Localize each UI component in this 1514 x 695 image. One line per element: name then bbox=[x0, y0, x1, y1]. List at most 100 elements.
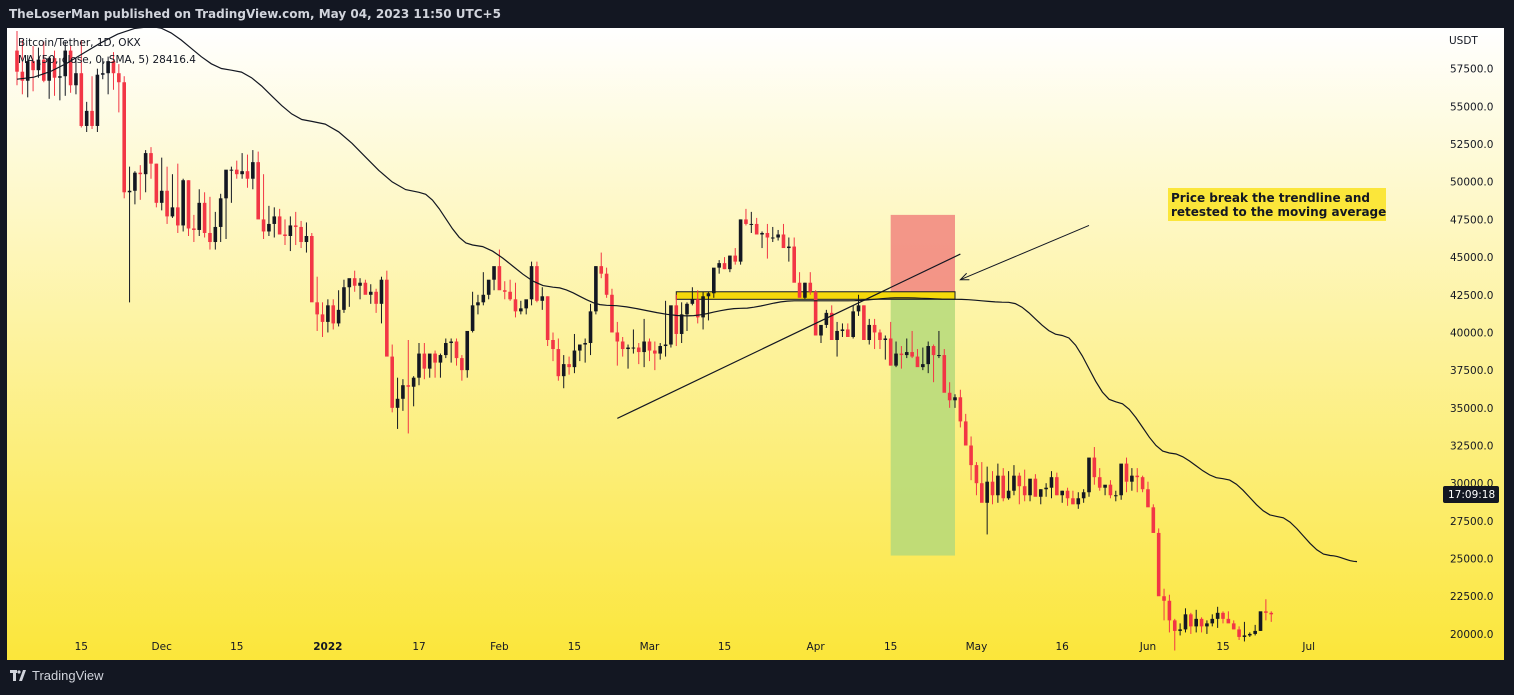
candle bbox=[1124, 457, 1129, 493]
price-chart[interactable]: 20000.022500.025000.027500.030000.032500… bbox=[7, 25, 1504, 660]
candle bbox=[15, 31, 19, 86]
candle-body bbox=[545, 296, 550, 340]
candle-body bbox=[58, 76, 62, 78]
candle-body bbox=[1189, 614, 1193, 627]
candle-body bbox=[320, 314, 325, 322]
candle-body bbox=[1065, 490, 1070, 499]
candle-body bbox=[492, 266, 496, 280]
candle bbox=[1226, 611, 1231, 624]
candle-body bbox=[433, 353, 437, 363]
annotation-box[interactable]: Price break the trendline and retested t… bbox=[1168, 188, 1386, 221]
annotation-line1: Price break the trendline and bbox=[1171, 191, 1370, 205]
candle bbox=[1028, 478, 1032, 502]
y-tick-label: 57500.0 bbox=[1450, 64, 1493, 76]
candle-body bbox=[197, 202, 202, 230]
candle-body bbox=[299, 226, 303, 243]
candle bbox=[583, 338, 587, 363]
candle bbox=[551, 332, 555, 362]
candle bbox=[610, 288, 614, 333]
x-tick-label: 15 bbox=[718, 641, 731, 653]
candle-body bbox=[508, 291, 512, 300]
candle bbox=[556, 338, 561, 381]
candle-body bbox=[411, 377, 416, 387]
candle bbox=[1108, 480, 1113, 499]
candle bbox=[486, 279, 491, 300]
candle bbox=[540, 287, 545, 310]
candle bbox=[1215, 606, 1220, 628]
candle-body bbox=[679, 314, 684, 334]
candle bbox=[385, 270, 389, 357]
chart-frame[interactable]: 20000.0 22500.0 25000.0 27500.0 30000.0 32500… bbox=[7, 25, 1504, 660]
candle bbox=[465, 330, 470, 378]
candle bbox=[653, 341, 657, 371]
candle bbox=[1087, 457, 1091, 497]
candle-body bbox=[583, 343, 587, 345]
candle-body bbox=[953, 397, 957, 401]
candle-body bbox=[406, 385, 411, 387]
candle-body bbox=[165, 190, 169, 217]
candle bbox=[963, 413, 968, 446]
candle-body bbox=[749, 223, 754, 225]
x-tick-label: Mar bbox=[640, 641, 660, 653]
candle bbox=[454, 338, 459, 366]
candle bbox=[202, 192, 207, 238]
candle-body bbox=[288, 225, 293, 236]
currency-label: USDT bbox=[1449, 35, 1478, 47]
candle bbox=[985, 466, 989, 535]
candle-body bbox=[578, 344, 582, 351]
candle-body bbox=[1097, 477, 1102, 488]
candle-body bbox=[942, 355, 947, 393]
candle-body bbox=[213, 226, 218, 243]
trendline bbox=[617, 253, 961, 419]
candle-body bbox=[1087, 457, 1091, 493]
y-tick-label: 42500.0 bbox=[1450, 290, 1493, 302]
candle bbox=[433, 350, 437, 378]
candle bbox=[1237, 626, 1241, 640]
candle-body bbox=[74, 73, 78, 86]
candle-body bbox=[192, 228, 196, 230]
x-tick-label: Feb bbox=[490, 641, 509, 653]
candle bbox=[326, 299, 330, 333]
candle bbox=[133, 171, 137, 205]
candle bbox=[867, 318, 872, 345]
candle-body bbox=[958, 397, 963, 422]
chart-background bbox=[7, 28, 1504, 660]
candle-body bbox=[642, 341, 646, 353]
candle bbox=[808, 272, 813, 295]
candle bbox=[170, 174, 175, 218]
candle bbox=[481, 272, 486, 306]
candle bbox=[310, 232, 314, 303]
candle bbox=[674, 294, 679, 347]
y-tick-label: 55000.0 bbox=[1450, 101, 1493, 113]
candle-body bbox=[1033, 478, 1038, 497]
candle-body bbox=[1060, 490, 1064, 496]
candle bbox=[406, 340, 411, 434]
candle-body bbox=[1119, 463, 1123, 496]
candle bbox=[159, 157, 164, 211]
candle bbox=[926, 341, 930, 374]
candle-body bbox=[460, 358, 464, 371]
candle bbox=[642, 318, 646, 368]
candle bbox=[931, 344, 936, 383]
candle bbox=[358, 278, 362, 300]
candle bbox=[304, 222, 309, 253]
candle bbox=[449, 338, 453, 363]
candle bbox=[690, 287, 695, 306]
candle bbox=[856, 294, 861, 316]
countdown-badge: 17:09:18 bbox=[1443, 486, 1499, 503]
candle bbox=[626, 344, 630, 369]
candle-body bbox=[921, 364, 925, 368]
publish-header-text: TheLoserMan published on TradingView.com… bbox=[9, 7, 501, 21]
candle-body bbox=[1124, 463, 1129, 482]
candle-body bbox=[996, 475, 1000, 496]
candle-body bbox=[245, 171, 250, 179]
candle bbox=[717, 260, 721, 274]
candle-body bbox=[529, 266, 534, 300]
candle bbox=[272, 207, 277, 238]
candle bbox=[1097, 468, 1102, 491]
candle-body bbox=[781, 234, 786, 249]
candle-body bbox=[899, 353, 904, 356]
candle bbox=[1060, 490, 1064, 503]
candle bbox=[787, 237, 791, 262]
candle bbox=[567, 356, 571, 375]
